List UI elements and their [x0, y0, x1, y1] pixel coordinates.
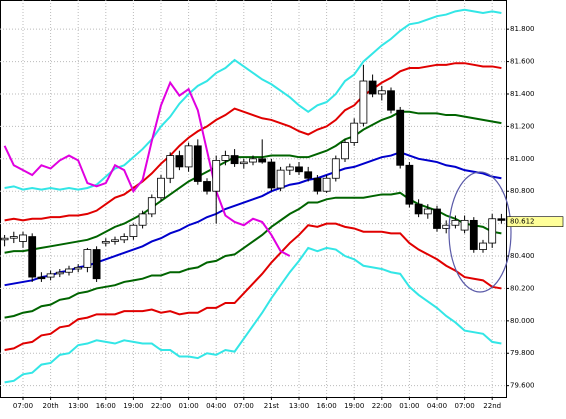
x-tick-label: 07:00 — [234, 402, 254, 410]
candle-body — [111, 239, 119, 242]
candle-body — [341, 142, 349, 160]
x-tick-label: 04:00 — [427, 402, 447, 410]
band-line — [4, 62, 502, 222]
band-line — [4, 222, 502, 351]
candles — [0, 64, 506, 282]
candle-body — [405, 164, 414, 205]
candle-body — [396, 109, 405, 166]
candle-body — [74, 266, 83, 270]
candle-body — [28, 236, 37, 278]
candle-body — [377, 90, 386, 95]
candle-body — [92, 249, 101, 280]
candle-body — [267, 161, 276, 189]
candle-body — [350, 122, 359, 143]
y-tick-label: 81.800 — [510, 25, 535, 33]
x-tick-label: 13:00 — [68, 402, 88, 410]
y-tick-label: 81.000 — [510, 155, 535, 163]
x-tick-label: 13:00 — [289, 402, 309, 410]
x-tick-label: 19:00 — [344, 402, 364, 410]
candle-body — [368, 80, 377, 95]
y-tick-label: 79.800 — [510, 349, 535, 357]
last-price-box — [506, 216, 564, 227]
x-tick-label: 21st — [264, 402, 280, 410]
candle-body — [322, 177, 331, 192]
band-line — [4, 8, 502, 191]
x-tick-label: 16:00 — [317, 402, 337, 410]
candle-body — [175, 155, 184, 168]
y-tick-label: 80.400 — [510, 252, 535, 260]
candle-body — [37, 276, 46, 280]
candle-body — [258, 158, 267, 163]
candle-body — [331, 158, 340, 179]
x-tick-label: 04:00 — [206, 402, 226, 410]
x-tick-label: 16:00 — [96, 402, 116, 410]
band-line — [4, 246, 502, 384]
x-tick-label: 01:00 — [399, 402, 419, 410]
candle-body — [295, 166, 303, 173]
candle-body — [83, 249, 92, 268]
candle-body — [423, 208, 432, 215]
candle-body — [239, 161, 248, 165]
candle-body — [469, 219, 478, 250]
candle-body — [65, 268, 73, 273]
candle-body — [193, 145, 202, 182]
candle-body — [230, 155, 239, 165]
candle-body — [55, 271, 64, 275]
candle-body — [138, 213, 147, 226]
y-tick-label: 81.400 — [510, 90, 535, 98]
candle-body — [460, 219, 469, 231]
y-tick-label: 79.600 — [510, 382, 535, 390]
candle-body — [488, 218, 497, 244]
candle-body — [304, 171, 313, 179]
candle-body — [221, 155, 230, 161]
candle-body — [285, 166, 294, 171]
candle-body — [451, 219, 460, 226]
candle-body — [313, 177, 322, 192]
candle-body — [203, 181, 211, 192]
candle-body — [184, 145, 193, 168]
y-tick-label: 80.800 — [510, 187, 535, 195]
candle-body — [497, 218, 506, 221]
x-tick-label: 19:00 — [123, 402, 143, 410]
highlight-ellipse — [448, 171, 512, 293]
x-tick-label: 20th — [43, 402, 59, 410]
x-tick-label: 22:00 — [372, 402, 392, 410]
x-tick-label: 22:00 — [151, 402, 171, 410]
candle-body — [359, 80, 368, 124]
candle-body — [387, 90, 395, 111]
band-line — [3, 80, 291, 257]
axes: 79.60079.80080.00080.20080.40080.60080.8… — [13, 25, 564, 410]
x-tick-label: 01:00 — [179, 402, 199, 410]
x-tick-label: 22nd — [483, 402, 501, 410]
y-tick-label: 80.200 — [510, 284, 535, 292]
candle-body — [120, 236, 129, 241]
candle-body — [0, 237, 9, 241]
candle-body — [101, 241, 110, 244]
candle-body — [414, 203, 423, 215]
candle-body — [166, 155, 175, 179]
candle-body — [157, 177, 165, 199]
y-tick-label: 81.200 — [510, 122, 535, 130]
x-tick-label: 07:00 — [13, 402, 33, 410]
candle-body — [46, 273, 55, 278]
x-tick-label: 07:00 — [455, 402, 475, 410]
candle-body — [147, 197, 156, 215]
y-tick-label: 81.600 — [510, 58, 535, 66]
candle-body — [212, 160, 221, 192]
candle-body — [479, 242, 487, 250]
grid — [0, 0, 506, 397]
candle-body — [276, 169, 285, 189]
y-tick-label: 80.000 — [510, 317, 535, 325]
candle-body — [129, 224, 138, 237]
candle-body — [249, 158, 257, 163]
last-price-label: 80.612 — [510, 218, 535, 226]
candle-body — [9, 236, 18, 239]
candle-body — [433, 208, 441, 229]
candle-body — [19, 234, 27, 242]
